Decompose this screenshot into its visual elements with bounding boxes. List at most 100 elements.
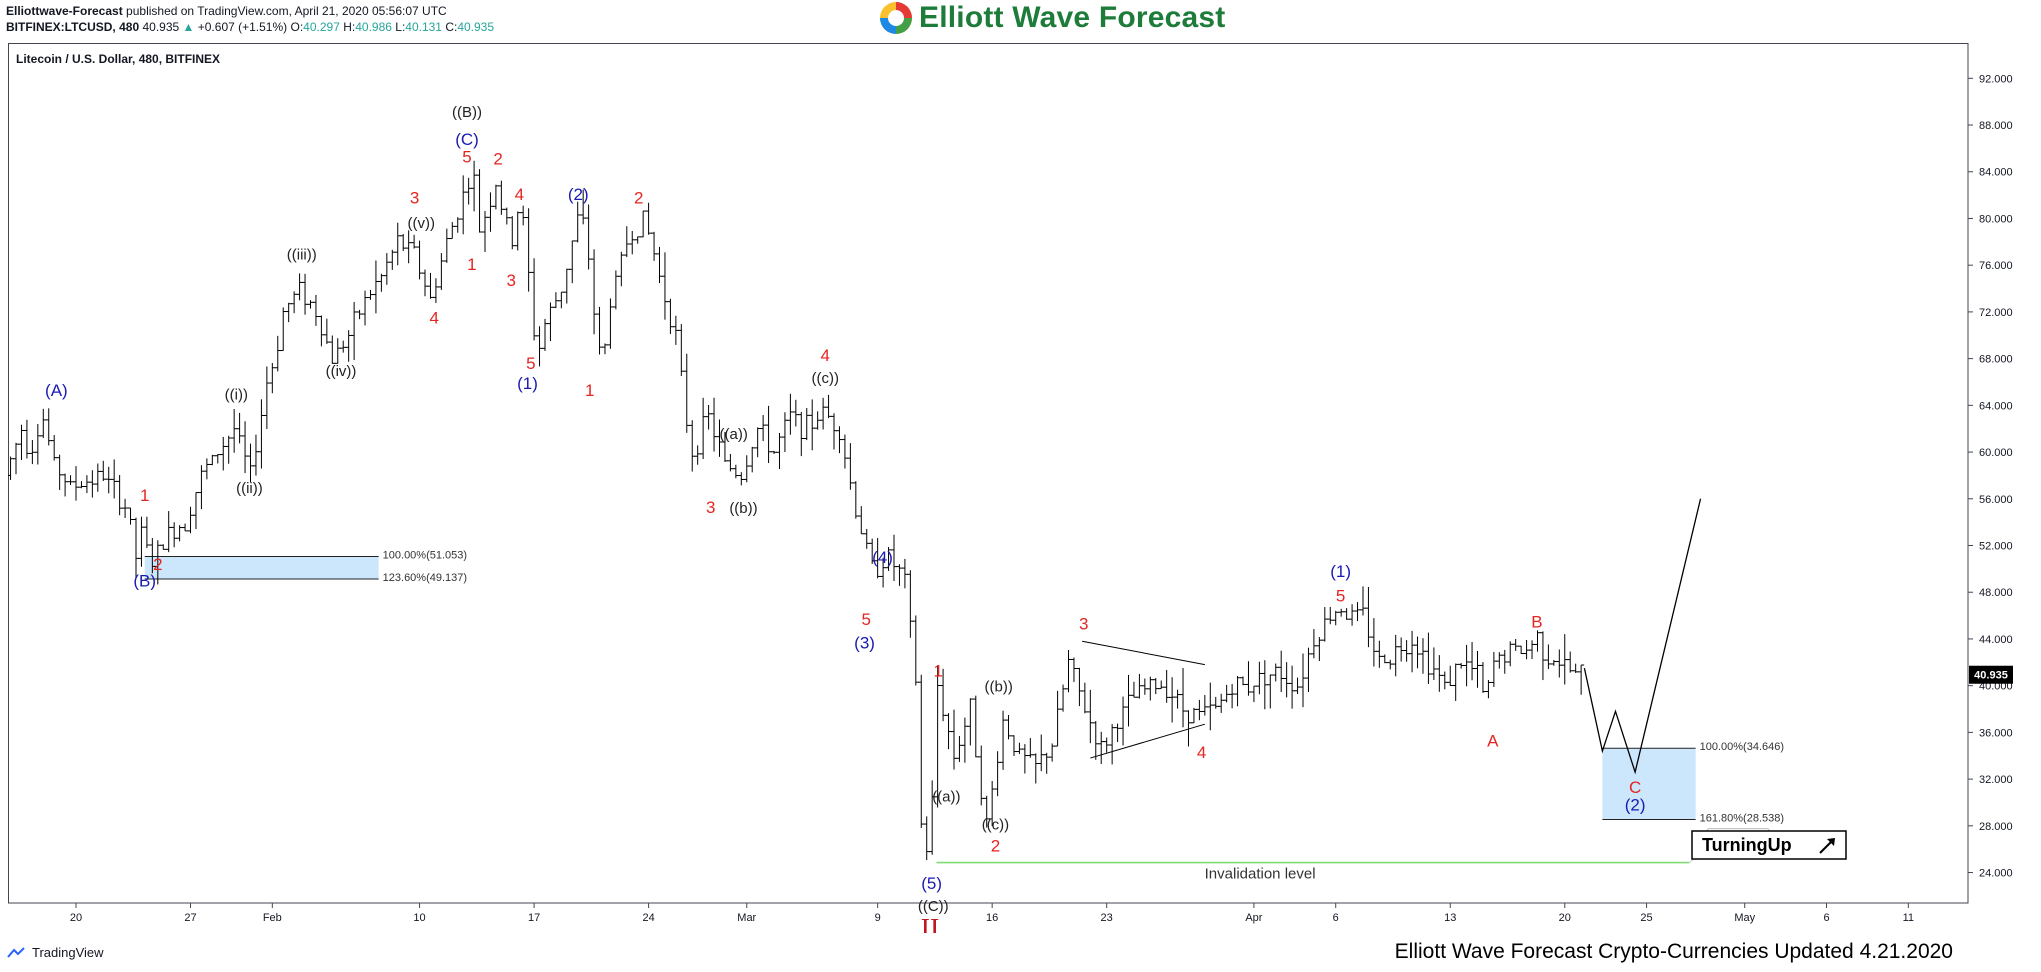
y-tick-label: 92.000 <box>1979 73 2013 85</box>
y-tick-label: 36.000 <box>1979 727 2013 739</box>
x-tick-label: 27 <box>184 912 196 924</box>
turningup-label: TurningUp <box>1702 835 1792 855</box>
fib-level-label: 100.00%(51.053) <box>383 550 467 562</box>
x-tick-label: May <box>1734 912 1755 924</box>
wave-label: 3 <box>506 271 515 290</box>
open-label: O: <box>290 20 304 34</box>
y-tick-label: 56.000 <box>1979 494 2013 506</box>
x-tick-label: 6 <box>1823 912 1829 924</box>
wave-label: 3 <box>410 188 419 207</box>
wave-label: 1 <box>467 255 476 274</box>
x-tick-label: 25 <box>1640 912 1652 924</box>
triangle-lower-line <box>1090 723 1205 759</box>
chart-title: Litecoin / U.S. Dollar, 480, BITFINEX <box>16 52 220 66</box>
wave-label: (2) <box>568 185 589 204</box>
wave-label: 2 <box>493 150 502 169</box>
elliott-wave-forecast-logo: Elliott Wave Forecast <box>879 0 1226 36</box>
x-tick-label: 24 <box>642 912 654 924</box>
price-change: +0.607 (+1.51%) <box>197 20 288 34</box>
chart-area[interactable]: 92.000 88.000 84.000 80.000 76.000 72.000 68.0… <box>8 43 2041 933</box>
updated-caption: Elliott Wave Forecast Crypto-Currencies … <box>1394 940 1953 963</box>
wave-label: 2 <box>634 188 643 207</box>
wave-label: (A) <box>45 381 68 400</box>
wave-label: 2 <box>991 837 1000 856</box>
y-tick-label: 32.000 <box>1979 774 2013 786</box>
tradingview-brand[interactable]: TradingView <box>6 945 104 960</box>
y-tick-label: 60.000 <box>1979 447 2013 459</box>
close-label: C: <box>445 20 458 34</box>
wave-label: ((c)) <box>812 370 839 387</box>
wave-label: ((i)) <box>225 387 248 404</box>
wave-label: (5) <box>921 874 942 893</box>
wave-label: A <box>1487 731 1499 750</box>
y-tick-label: 68.000 <box>1979 354 2013 366</box>
wave-label: C <box>1629 778 1641 797</box>
ohlc-bar <box>1578 664 1585 695</box>
close-value: 40.935 <box>457 20 495 34</box>
triangle-upper-line <box>1082 640 1205 666</box>
fib-target-box <box>144 556 379 579</box>
y-tick-label: 48.000 <box>1979 587 2013 599</box>
wave-label: ((ii)) <box>236 480 263 497</box>
y-tick-label: 64.000 <box>1979 400 2013 412</box>
y-tick-label: 52.000 <box>1979 541 2013 553</box>
x-tick-label: 9 <box>875 912 881 924</box>
high-label: H: <box>343 20 356 34</box>
wave-label: (1) <box>1330 562 1351 581</box>
published-text: published on TradingView.com, April 21, … <box>126 4 447 18</box>
fib-target-box <box>1602 748 1696 820</box>
wave-label: (1) <box>517 374 538 393</box>
ohlc-bars <box>8 160 1585 861</box>
wave-label: ((C)) <box>918 898 949 915</box>
low-label: L: <box>395 20 406 34</box>
x-tick-label: 10 <box>413 912 425 924</box>
y-tick-label: 76.000 <box>1979 260 2013 272</box>
wave-label: (B) <box>133 571 156 590</box>
y-tick-label: 24.000 <box>1979 868 2013 880</box>
fib-level-label: 123.60%(49.137) <box>383 572 467 584</box>
wave-label: ((a)) <box>720 426 748 443</box>
wave-label: 1 <box>140 486 149 505</box>
x-tick-label: Apr <box>1245 912 1262 924</box>
y-tick-label: 28.000 <box>1979 821 2013 833</box>
x-tick-label: 13 <box>1444 912 1456 924</box>
wave-label: (4) <box>872 548 893 567</box>
fib-level-label: 100.00%(34.646) <box>1700 741 1784 753</box>
wave-label: (C) <box>455 130 479 149</box>
up-arrow-icon: ▲ <box>182 20 195 34</box>
tradingview-cloud-icon <box>7 946 25 958</box>
wave-label: B <box>1531 612 1542 631</box>
wave-label: ((iv)) <box>326 363 357 380</box>
wave-label: ((a)) <box>932 788 960 805</box>
wave-label: 3 <box>1079 615 1088 634</box>
x-tick-label: 20 <box>1559 912 1571 924</box>
wave-label: ((b)) <box>985 679 1013 696</box>
x-tick-label: 11 <box>1903 912 1914 924</box>
x-tick-label: 6 <box>1333 912 1339 924</box>
wave-label: (3) <box>854 633 875 652</box>
wave-label: 1 <box>585 381 594 400</box>
x-tick-label: Feb <box>263 912 282 924</box>
price-chart[interactable]: 92.000 88.000 84.000 80.000 76.000 72.000 68.0… <box>8 43 2041 933</box>
last-price-value: 40.935 <box>1974 670 2008 682</box>
wave-label: 4 <box>1197 743 1206 762</box>
logo-swirl-icon <box>880 2 912 34</box>
wave-label: 3 <box>706 498 715 517</box>
publisher-name[interactable]: Elliottwave-Forecast <box>6 4 123 18</box>
wave-label: ((b)) <box>729 500 757 517</box>
y-tick-label: 44.000 <box>1979 634 2013 646</box>
y-tick-label: 80.000 <box>1979 213 2013 225</box>
last-price: 40.935 <box>142 20 180 34</box>
wave-label: 2 <box>153 555 162 574</box>
symbol-ohlc: BITFINEX:LTCUSD, 480 40.935 ▲ +0.607 (+1… <box>6 20 494 34</box>
symbol: BITFINEX:LTCUSD, 480 <box>6 20 140 34</box>
wave-label: 4 <box>515 185 524 204</box>
wave-label: ((v)) <box>407 215 434 232</box>
invalidation-label: Invalidation level <box>1205 866 1316 883</box>
wave-label: (2) <box>1625 796 1646 815</box>
arrow-head-icon <box>1827 838 1835 846</box>
x-tick-label: 23 <box>1101 912 1113 924</box>
wave-label: ((iii)) <box>287 246 317 263</box>
y-tick-label: 72.000 <box>1979 307 2013 319</box>
wave-label: 1 <box>933 661 942 680</box>
